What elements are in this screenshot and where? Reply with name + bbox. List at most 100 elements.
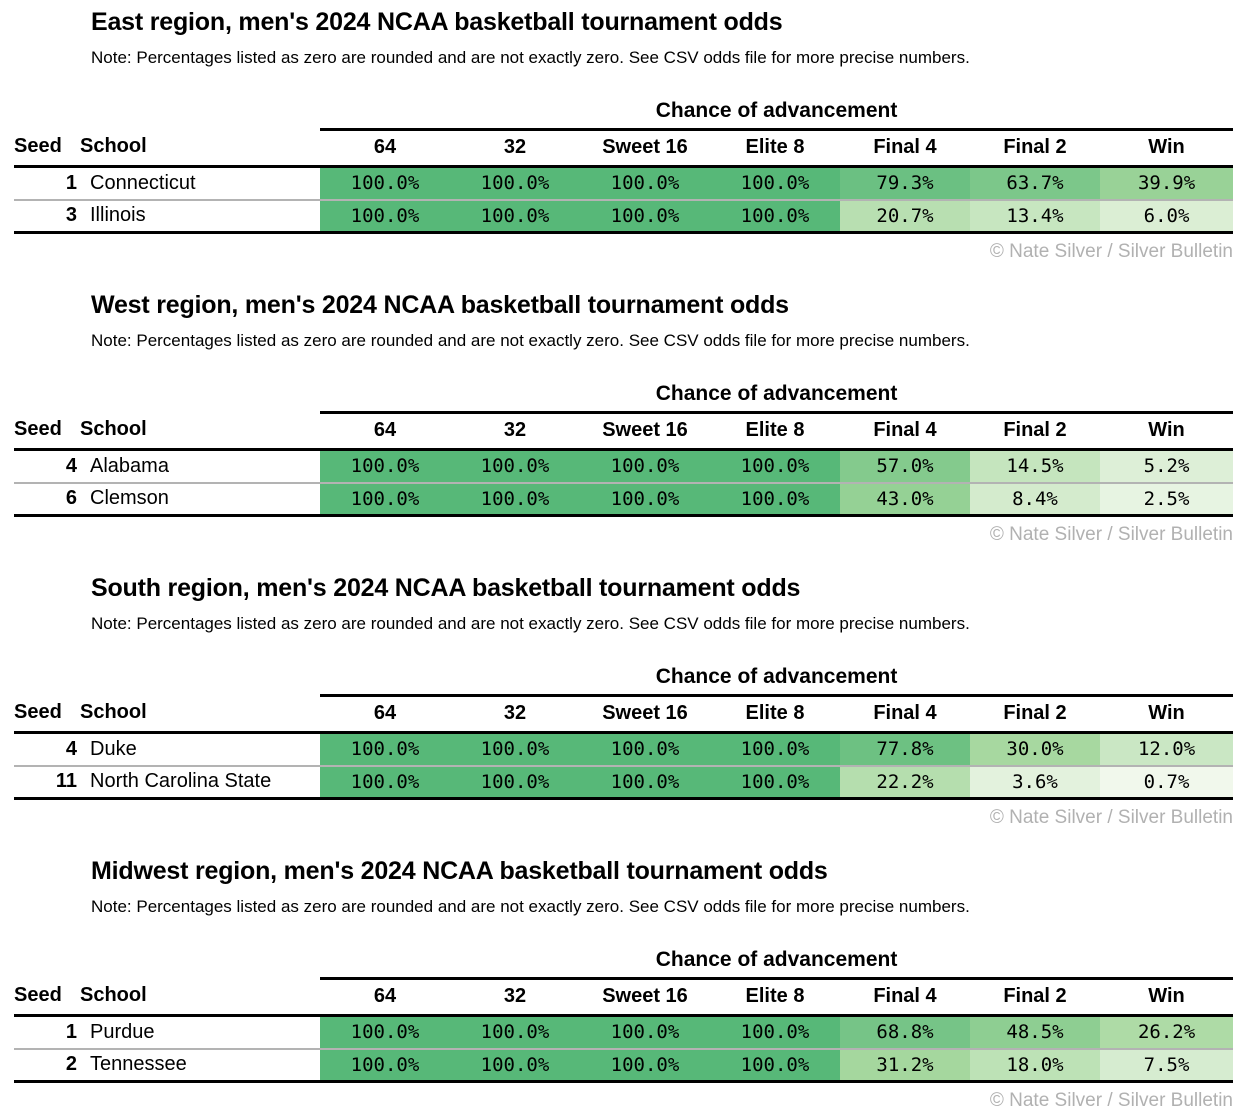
- odds-cell: 5.2%: [1100, 449, 1234, 484]
- chance-of-advancement-header: Chance of advancement: [320, 665, 1234, 697]
- school-cell: Tennessee: [80, 1048, 320, 1083]
- school-cell: Clemson: [80, 482, 320, 517]
- table-body: 1 Connecticut 100.0% 100.0% 100.0% 100.0% 79…: [14, 166, 1234, 234]
- odds-cell: 100.0%: [320, 166, 450, 201]
- chance-header-row: Chance of advancement: [14, 382, 1234, 414]
- odds-cell: 100.0%: [320, 765, 450, 800]
- table-body: 4 Duke 100.0% 100.0% 100.0% 100.0% 77.8% 30.0…: [14, 732, 1234, 800]
- odds-table: Chance of advancement Seed School 64 32 Sw…: [14, 665, 1234, 800]
- odds-cell: 100.0%: [450, 166, 580, 201]
- team-row: 1 Connecticut 100.0% 100.0% 100.0% 100.0% 79…: [14, 166, 1234, 201]
- column-header-round: Win: [1100, 978, 1234, 1017]
- team-row: 3 Illinois 100.0% 100.0% 100.0% 100.0% 20.7%…: [14, 199, 1234, 234]
- odds-cell: 100.0%: [450, 449, 580, 484]
- column-header-round: Final 4: [840, 695, 970, 734]
- odds-cell: 100.0%: [320, 1048, 450, 1083]
- team-row: 11 North Carolina State 100.0% 100.0% 100.…: [14, 765, 1234, 800]
- column-header-round: Elite 8: [710, 412, 840, 451]
- odds-cell: 100.0%: [580, 482, 710, 517]
- school-cell: Connecticut: [80, 166, 320, 201]
- column-header-round: 32: [450, 695, 580, 734]
- odds-cell: 100.0%: [450, 199, 580, 234]
- team-row: 6 Clemson 100.0% 100.0% 100.0% 100.0% 43.0% 8…: [14, 482, 1234, 517]
- odds-cell: 48.5%: [970, 1015, 1100, 1050]
- column-header-school: School: [80, 695, 320, 734]
- odds-cell: 100.0%: [710, 449, 840, 484]
- column-header-round: Elite 8: [710, 978, 840, 1017]
- odds-cell: 100.0%: [580, 449, 710, 484]
- odds-cell: 13.4%: [970, 199, 1100, 234]
- team-row: 2 Tennessee 100.0% 100.0% 100.0% 100.0% 31.2…: [14, 1048, 1234, 1083]
- school-cell: Alabama: [80, 449, 320, 484]
- column-header-seed: Seed: [14, 129, 80, 168]
- team-row: 4 Alabama 100.0% 100.0% 100.0% 100.0% 57.0% 1…: [14, 449, 1234, 484]
- column-header-school: School: [80, 412, 320, 451]
- odds-cell: 100.0%: [450, 482, 580, 517]
- column-header-round: Elite 8: [710, 129, 840, 168]
- odds-cell: 100.0%: [450, 765, 580, 800]
- odds-cell: 0.7%: [1100, 765, 1234, 800]
- school-cell: Duke: [80, 732, 320, 767]
- odds-cell: 100.0%: [320, 449, 450, 484]
- odds-cell: 3.6%: [970, 765, 1100, 800]
- odds-cell: 100.0%: [580, 732, 710, 767]
- odds-cell: 43.0%: [840, 482, 970, 517]
- column-header-round: Sweet 16: [580, 695, 710, 734]
- column-header-round: 64: [320, 695, 450, 734]
- column-header-row: Seed School 64 32 Sweet 16 Elite 8 Final 4 Fi…: [14, 695, 1234, 734]
- odds-cell: 18.0%: [970, 1048, 1100, 1083]
- seed-cell: 1: [14, 1015, 80, 1050]
- column-header-round: Win: [1100, 129, 1234, 168]
- column-header-row: Seed School 64 32 Sweet 16 Elite 8 Final 4 Fi…: [14, 978, 1234, 1017]
- column-header-round: Final 2: [970, 129, 1100, 168]
- column-header-school: School: [80, 129, 320, 168]
- odds-cell: 12.0%: [1100, 732, 1234, 767]
- seed-cell: 2: [14, 1048, 80, 1083]
- column-header-seed: Seed: [14, 695, 80, 734]
- odds-cell: 100.0%: [320, 1015, 450, 1050]
- table-body: 4 Alabama 100.0% 100.0% 100.0% 100.0% 57.0% 1…: [14, 449, 1234, 517]
- odds-table: Chance of advancement Seed School 64 32 Sw…: [14, 99, 1234, 234]
- table-body: 1 Purdue 100.0% 100.0% 100.0% 100.0% 68.8% 48…: [14, 1015, 1234, 1083]
- column-header-round: 32: [450, 129, 580, 168]
- rounding-note: Note: Percentages listed as zero are rou…: [91, 48, 970, 67]
- odds-cell: 6.0%: [1100, 199, 1234, 234]
- seed-cell: 1: [14, 166, 80, 201]
- attribution: © Nate Silver / Silver Bulletin: [989, 807, 1233, 828]
- odds-cell: 39.9%: [1100, 166, 1234, 201]
- column-header-round: Sweet 16: [580, 978, 710, 1017]
- column-header-round: Final 4: [840, 412, 970, 451]
- odds-cell: 100.0%: [450, 732, 580, 767]
- region-title: Midwest region, men's 2024 NCAA basketba…: [91, 857, 828, 885]
- chance-of-advancement-header: Chance of advancement: [320, 948, 1234, 980]
- odds-cell: 22.2%: [840, 765, 970, 800]
- chance-header-row: Chance of advancement: [14, 948, 1234, 980]
- seed-cell: 11: [14, 765, 80, 800]
- chance-of-advancement-header: Chance of advancement: [320, 99, 1234, 131]
- odds-cell: 100.0%: [450, 1015, 580, 1050]
- region-table-section: East region, men's 2024 NCAA basketball …: [0, 8, 1242, 263]
- chance-header-row: Chance of advancement: [14, 99, 1234, 131]
- odds-cell: 68.8%: [840, 1015, 970, 1050]
- odds-table: Chance of advancement Seed School 64 32 Sw…: [14, 382, 1234, 517]
- column-header-round: 32: [450, 978, 580, 1017]
- odds-cell: 31.2%: [840, 1048, 970, 1083]
- odds-cell: 100.0%: [320, 482, 450, 517]
- column-header-round: 64: [320, 978, 450, 1017]
- odds-cell: 100.0%: [580, 166, 710, 201]
- chance-header-row: Chance of advancement: [14, 665, 1234, 697]
- column-header-round: Sweet 16: [580, 129, 710, 168]
- school-cell: North Carolina State: [80, 765, 320, 800]
- odds-cell: 100.0%: [320, 732, 450, 767]
- odds-cell: 100.0%: [580, 199, 710, 234]
- column-header-round: Sweet 16: [580, 412, 710, 451]
- odds-cell: 7.5%: [1100, 1048, 1234, 1083]
- odds-cell: 8.4%: [970, 482, 1100, 517]
- region-title: East region, men's 2024 NCAA basketball …: [91, 8, 783, 36]
- odds-cell: 100.0%: [710, 166, 840, 201]
- odds-cell: 77.8%: [840, 732, 970, 767]
- school-cell: Illinois: [80, 199, 320, 234]
- odds-cell: 100.0%: [450, 1048, 580, 1083]
- odds-cell: 100.0%: [580, 1048, 710, 1083]
